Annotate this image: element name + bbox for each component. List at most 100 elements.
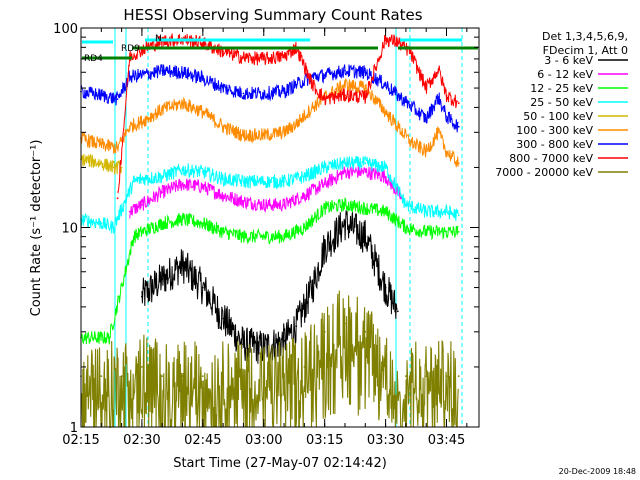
data-point xyxy=(295,123,298,125)
legend-label: 100 - 300 keV xyxy=(516,124,593,137)
series-line xyxy=(80,290,459,429)
data-point xyxy=(425,150,428,153)
data-point xyxy=(201,77,204,80)
x-tick-label: 03:30 xyxy=(367,433,404,448)
data-point xyxy=(364,71,367,74)
data-point xyxy=(242,235,245,238)
data-point xyxy=(323,74,326,77)
chart-title: HESSI Observing Summary Count Rates xyxy=(123,6,422,24)
data-point xyxy=(262,375,265,377)
data-point xyxy=(311,286,314,289)
series-line xyxy=(141,210,398,364)
data-point xyxy=(242,343,245,346)
data-point xyxy=(161,222,164,225)
data-point xyxy=(141,178,143,180)
series-7 xyxy=(116,33,460,200)
data-point xyxy=(132,235,135,238)
data-point xyxy=(181,71,184,74)
data-point xyxy=(161,191,164,194)
data-point xyxy=(409,140,411,143)
data-point xyxy=(396,94,399,97)
data-point xyxy=(384,175,387,178)
data-point xyxy=(100,143,103,146)
series-line xyxy=(80,78,459,168)
data-point xyxy=(283,235,285,238)
data-point xyxy=(181,168,184,171)
data-point xyxy=(201,286,204,289)
legend-label: 800 - 7000 keV xyxy=(509,152,593,165)
data-point xyxy=(344,203,346,206)
data-point xyxy=(283,131,285,134)
legend-label: 6 - 12 keV xyxy=(537,68,593,81)
data-point xyxy=(262,235,265,238)
series-line xyxy=(80,63,459,133)
data-point xyxy=(262,58,265,60)
data-point xyxy=(311,83,314,86)
legend-label: 300 - 800 keV xyxy=(516,138,593,151)
data-point xyxy=(222,178,225,180)
data-point xyxy=(222,50,225,53)
y-tick-label: 10 xyxy=(61,222,78,237)
data-point xyxy=(344,322,346,325)
annotation-rd9: RD9 xyxy=(121,44,140,54)
data-point xyxy=(425,231,428,233)
y-tick-label: 1 xyxy=(70,421,78,436)
data-point xyxy=(222,231,225,233)
data-point xyxy=(201,375,204,377)
data-point xyxy=(181,218,184,221)
data-point xyxy=(364,87,367,89)
data-point xyxy=(425,375,428,377)
data-point xyxy=(457,231,460,233)
data-point xyxy=(283,55,285,58)
legend-label: 3 - 6 keV xyxy=(544,54,593,67)
data-point xyxy=(303,226,306,229)
data-point xyxy=(311,75,314,78)
data-point xyxy=(344,94,346,97)
x-tick-label: 03:15 xyxy=(306,433,343,448)
data-point xyxy=(409,50,411,53)
data-point xyxy=(457,375,460,377)
data-point xyxy=(295,325,298,328)
data-point xyxy=(364,171,367,173)
data-point xyxy=(344,83,346,86)
data-point xyxy=(262,134,265,137)
legend-header: Det 1,3,4,5,6,9, xyxy=(542,30,628,43)
data-point xyxy=(364,235,367,238)
data-point xyxy=(112,166,115,169)
annotation-n: N xyxy=(155,34,162,44)
data-point xyxy=(201,110,204,113)
data-point xyxy=(364,96,367,99)
data-point xyxy=(128,75,131,78)
data-point xyxy=(100,375,103,377)
data-point xyxy=(262,180,265,183)
data-point xyxy=(222,87,225,89)
data-point xyxy=(161,108,164,111)
data-point xyxy=(141,120,143,123)
data-point xyxy=(181,102,184,105)
data-point xyxy=(181,263,184,266)
data-point xyxy=(141,203,143,206)
data-point xyxy=(222,125,225,128)
data-point xyxy=(303,194,306,197)
data-point xyxy=(161,175,164,178)
legend-label: 25 - 50 keV xyxy=(530,96,593,109)
series-4 xyxy=(80,153,123,175)
data-point xyxy=(181,183,184,186)
data-point xyxy=(128,210,131,213)
series-6 xyxy=(80,63,460,133)
data-point xyxy=(323,330,326,333)
data-point xyxy=(311,106,314,109)
data-point xyxy=(303,366,306,368)
data-point xyxy=(384,166,387,169)
data-point xyxy=(425,87,428,89)
data-point xyxy=(242,134,245,137)
data-point xyxy=(323,166,326,169)
x-tick-label: 03:45 xyxy=(428,433,465,448)
data-point xyxy=(283,340,285,342)
series-2 xyxy=(80,197,460,345)
data-point xyxy=(222,194,225,197)
data-point xyxy=(262,203,265,206)
data-point xyxy=(384,366,387,368)
data-point xyxy=(295,83,298,86)
data-point xyxy=(445,115,448,118)
